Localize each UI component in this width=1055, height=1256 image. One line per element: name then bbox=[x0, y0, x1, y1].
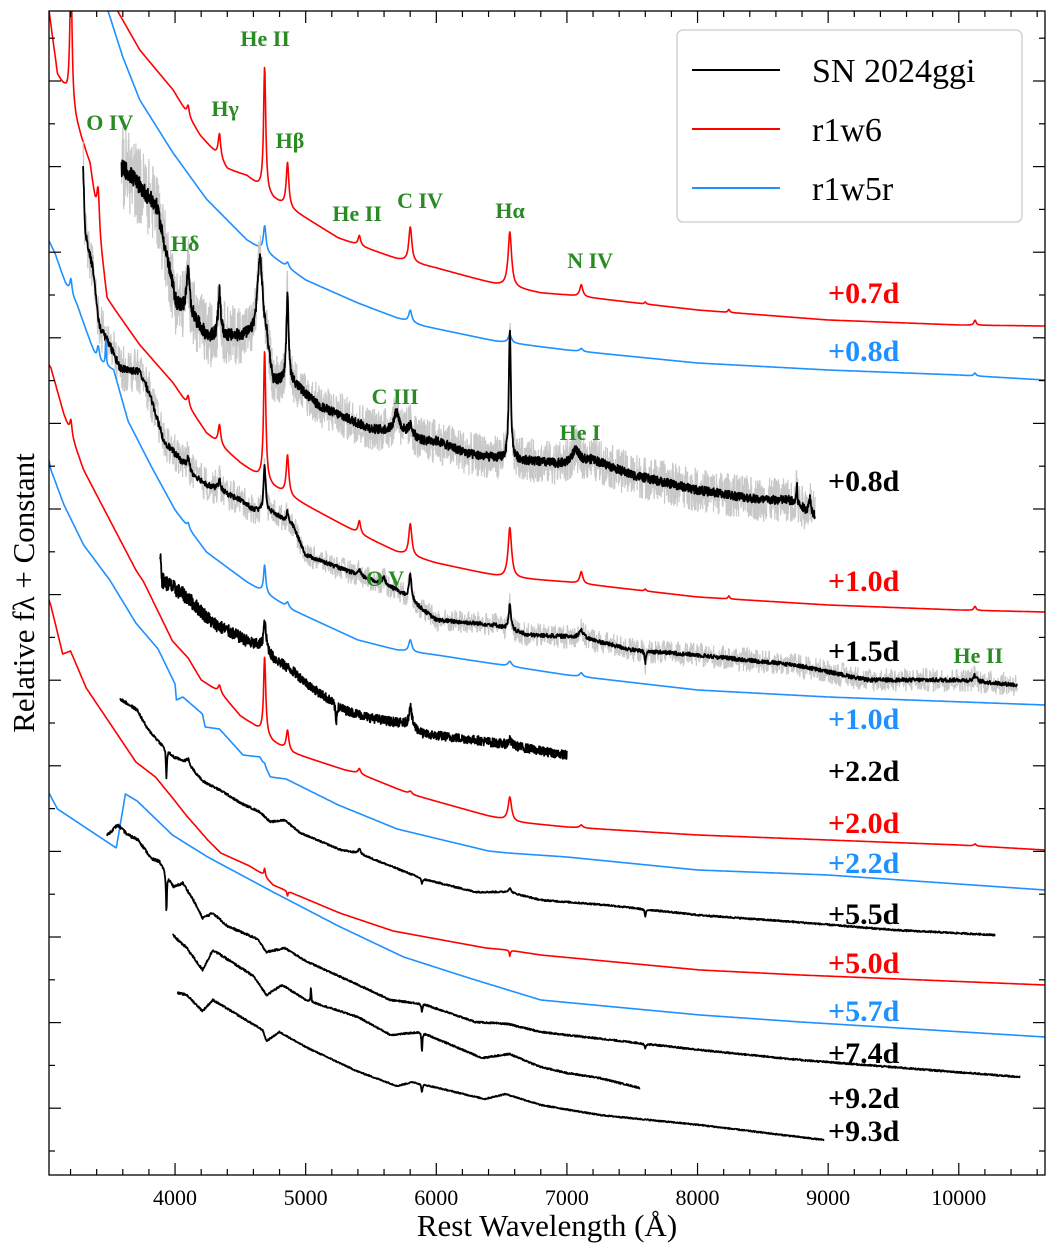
spectrum-SN-2024ggi-+2.2d bbox=[159, 553, 568, 760]
epoch-label: +9.3d bbox=[828, 1115, 900, 1148]
spectrum-r1w5r-+1.0d bbox=[49, 240, 1045, 706]
spectrum-r1w6-+0.7d bbox=[116, 11, 1045, 327]
spectrum-r1w5r-+0.8d bbox=[107, 11, 1045, 381]
spectrum-SN-2024ggi-+5.5d bbox=[119, 698, 996, 937]
x-tick-label: 8000 bbox=[676, 1185, 720, 1210]
x-tick-label: 7000 bbox=[545, 1185, 589, 1210]
line-id-label: C III bbox=[372, 384, 419, 409]
epoch-label: +5.0d bbox=[828, 947, 900, 980]
axis-ticks: 4000 5000 6000 7000 8000 9000 10000 bbox=[49, 11, 1045, 1210]
epoch-label: +2.0d bbox=[828, 807, 900, 840]
line-id-label: Hγ bbox=[211, 96, 238, 121]
spectrum-r1w6-+2.0d bbox=[49, 364, 1045, 851]
legend-label-r1w6: r1w6 bbox=[812, 112, 882, 149]
line-id-label: He II bbox=[954, 643, 1004, 668]
line-id-label: O V bbox=[366, 566, 404, 591]
line-id-label: Hδ bbox=[171, 231, 200, 256]
line-id-label: He II bbox=[240, 26, 290, 51]
x-tick-label: 9000 bbox=[806, 1185, 850, 1210]
line-id-label: He I bbox=[560, 420, 601, 445]
spectrum-SN-2024ggi-+7.4d bbox=[106, 823, 1021, 1079]
spectrum-SN-2024ggi-+9.3d bbox=[176, 991, 825, 1142]
epoch-label: +0.7d bbox=[828, 277, 900, 310]
legend-box bbox=[676, 29, 1023, 223]
line-identifications: He II Hγ Hβ O IV Hδ He II C IV Hα N IV C III He I O… bbox=[86, 26, 1003, 668]
epoch-label: +1.0d bbox=[828, 703, 900, 736]
spectrum-SN-2024ggi-+9.2d bbox=[171, 933, 641, 1090]
x-tick-label: 10000 bbox=[931, 1185, 986, 1210]
line-id-label: N IV bbox=[567, 248, 613, 273]
epoch-label: +7.4d bbox=[828, 1037, 900, 1070]
spectra-curves bbox=[49, 11, 1045, 1142]
spectrum-SN-2024ggi-+1.5d bbox=[82, 166, 1018, 688]
epoch-label: +0.8d bbox=[828, 465, 900, 498]
epoch-label: +5.5d bbox=[828, 898, 900, 931]
spectrum-r1w6-+1.0d bbox=[49, 11, 1045, 613]
line-id-label: O IV bbox=[86, 110, 133, 135]
line-id-label: Hα bbox=[495, 198, 525, 223]
line-id-label: He II bbox=[332, 201, 382, 226]
epoch-label: +1.0d bbox=[828, 565, 900, 598]
spectrum-r1w6-+5.0d bbox=[49, 599, 1045, 986]
x-tick-label: 6000 bbox=[414, 1185, 458, 1210]
legend: SN 2024ggi r1w6 r1w5r bbox=[676, 29, 1023, 223]
raw-spectrum-+0.8d bbox=[120, 127, 816, 530]
x-tick-label: 5000 bbox=[284, 1185, 328, 1210]
legend-label-r1w5r: r1w5r bbox=[812, 171, 894, 208]
x-tick-label: 4000 bbox=[153, 1185, 197, 1210]
epoch-label: +2.2d bbox=[828, 847, 900, 880]
plot-frame bbox=[48, 10, 1046, 1176]
epoch-label: +1.5d bbox=[828, 635, 900, 668]
legend-label-observed: SN 2024ggi bbox=[812, 53, 975, 90]
line-id-label: C IV bbox=[397, 188, 443, 213]
epoch-label: +0.8d bbox=[828, 335, 900, 368]
epoch-label: +5.7d bbox=[828, 995, 900, 1028]
spectrum-r1w5r-+2.2d bbox=[49, 459, 1045, 891]
x-axis-label: Rest Wavelength (Å) bbox=[417, 1208, 677, 1243]
epoch-label: +2.2d bbox=[828, 755, 900, 788]
y-axis-label: Relative fλ + Constant bbox=[6, 453, 41, 733]
epoch-label: +9.2d bbox=[828, 1082, 900, 1115]
spectrum-SN-2024ggi-+0.8d bbox=[120, 159, 816, 520]
epoch-labels: +0.7d +0.8d +0.8d +1.0d +1.5d +1.0d +2.2d +2.0d… bbox=[828, 277, 900, 1148]
line-id-label: Hβ bbox=[276, 128, 305, 153]
spectrum-r1w5r-+5.7d bbox=[49, 792, 1045, 1038]
raw-spectrum-+1.5d bbox=[82, 141, 1018, 696]
